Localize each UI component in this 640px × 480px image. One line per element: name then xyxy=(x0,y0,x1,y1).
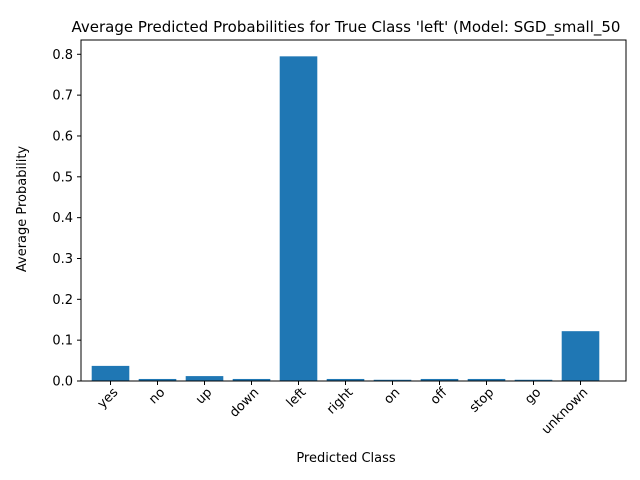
y-tick-label-4: 0.4 xyxy=(52,211,73,226)
chart-title: Average Predicted Probabilities for True… xyxy=(72,18,621,37)
y-tick-label-0: 0.0 xyxy=(52,375,73,390)
bar-left xyxy=(279,56,318,382)
bar-stop xyxy=(467,378,506,381)
bar-right xyxy=(326,378,365,381)
y-tick-label-1: 0.1 xyxy=(52,334,73,349)
bar-on xyxy=(373,379,412,381)
bar-yes xyxy=(91,365,130,381)
y-tick-label-7: 0.7 xyxy=(52,89,73,104)
bar-up xyxy=(185,376,224,381)
y-tick-label-2: 0.2 xyxy=(52,293,73,308)
x-axis-label: Predicted Class xyxy=(296,451,396,466)
y-tick-label-8: 0.8 xyxy=(52,48,73,63)
y-axis-label: Average Probability xyxy=(15,146,30,273)
bar-unknown xyxy=(561,331,600,381)
bar-no xyxy=(138,378,177,381)
y-axis-ticks: 0.0 0.1 0.2 0.3 0.4 0.5 0.6 0.7 0.8 xyxy=(52,48,81,390)
plot-frame xyxy=(80,39,627,382)
bar-down xyxy=(232,378,271,381)
bars-group xyxy=(91,56,600,382)
y-tick-label-3: 0.3 xyxy=(52,252,73,267)
y-tick-label-5: 0.5 xyxy=(52,170,73,185)
bar-off xyxy=(420,378,459,381)
y-tick-label-6: 0.6 xyxy=(52,129,73,144)
bar-go xyxy=(514,379,553,381)
